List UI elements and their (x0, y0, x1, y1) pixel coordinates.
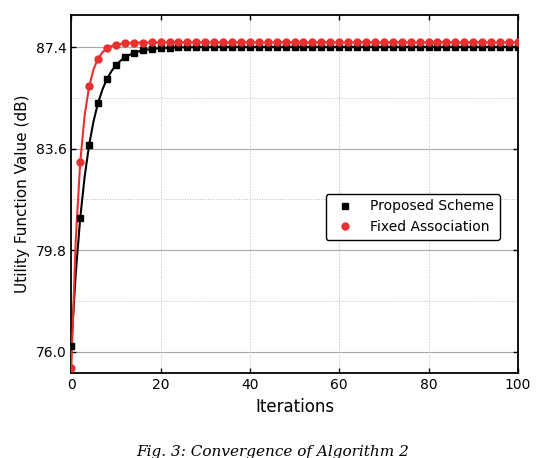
X-axis label: Iterations: Iterations (255, 398, 334, 415)
Fixed Association (399, 40, 405, 45)
Proposed Scheme (202, 44, 209, 50)
Line: Proposed Scheme: Proposed Scheme (68, 44, 521, 349)
Proposed Scheme (363, 44, 369, 50)
Y-axis label: Utility Function Value (dB): Utility Function Value (dB) (15, 95, 30, 293)
Proposed Scheme (389, 44, 396, 50)
Fixed Association (506, 40, 512, 45)
Fixed Association (202, 40, 209, 45)
Proposed Scheme (166, 45, 173, 50)
Fixed Association (211, 40, 217, 45)
Fixed Association (514, 40, 521, 45)
Fixed Association (68, 365, 75, 371)
Proposed Scheme (68, 344, 75, 349)
Proposed Scheme (211, 44, 217, 50)
Line: Fixed Association: Fixed Association (68, 39, 521, 371)
Fixed Association (363, 40, 369, 45)
Text: Fig. 3: Convergence of Algorithm 2: Fig. 3: Convergence of Algorithm 2 (136, 445, 410, 458)
Proposed Scheme (506, 44, 512, 50)
Proposed Scheme (514, 44, 521, 50)
Fixed Association (389, 40, 396, 45)
Legend: Proposed Scheme, Fixed Association: Proposed Scheme, Fixed Association (326, 194, 500, 240)
Fixed Association (166, 40, 173, 45)
